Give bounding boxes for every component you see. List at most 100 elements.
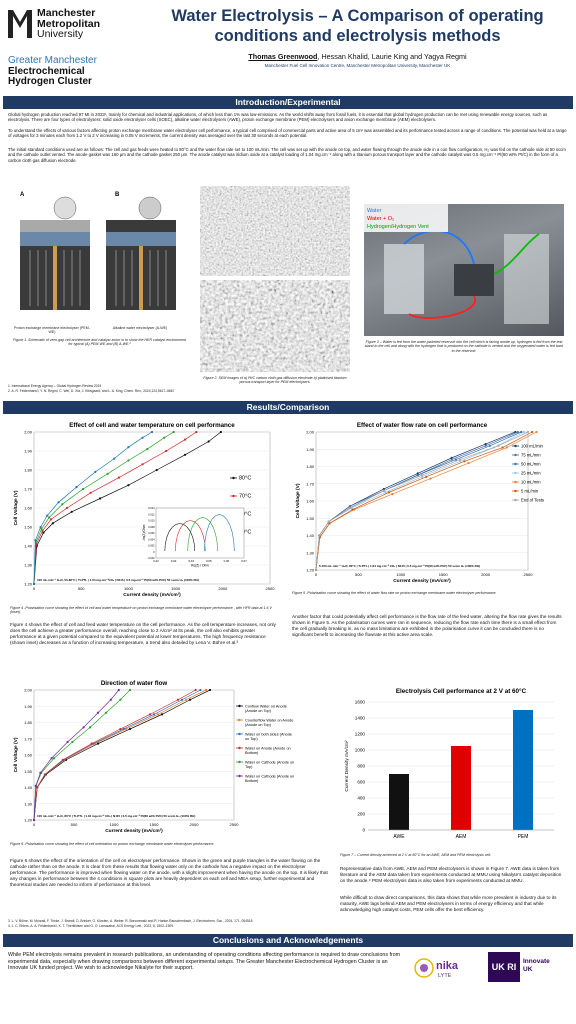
data-point <box>208 688 212 692</box>
inset-series-1 <box>175 520 206 552</box>
data-point <box>48 516 51 519</box>
y-tick-label: 2.00 <box>24 688 33 693</box>
innovate-uk-logo: Innovate UK <box>523 958 550 974</box>
data-point <box>382 489 385 492</box>
y-tick-label: 1.60 <box>24 753 33 758</box>
legend-marker <box>238 704 241 708</box>
data-point <box>146 448 149 451</box>
data-point <box>32 818 36 822</box>
data-point <box>82 726 85 729</box>
university-logo-mark <box>8 10 32 38</box>
legend-label: End of Tests <box>521 497 544 502</box>
inset-plot-area <box>155 507 245 559</box>
y-tick-label: 1.80 <box>24 468 33 473</box>
data-point <box>75 486 78 489</box>
x-tick-label: 1000 <box>110 822 120 827</box>
data-point <box>516 430 519 434</box>
figure-2-sem-images <box>200 186 350 372</box>
intro-reference-2: 2. A. R. Feidenhans'l, Y. N. Regmi, C. W… <box>8 389 175 393</box>
legend-label: Top) <box>245 765 253 769</box>
y-tick-label: 2.00 <box>24 430 33 435</box>
data-point <box>454 458 458 461</box>
data-point <box>81 487 85 491</box>
legend-marker <box>514 498 517 502</box>
data-point <box>119 727 122 731</box>
data-point <box>183 438 187 441</box>
legend-marker <box>514 480 517 484</box>
x-tick-label: 500 <box>71 822 78 827</box>
data-point <box>176 698 180 701</box>
data-point <box>219 430 223 434</box>
logo-line-2: Metropolitan <box>37 17 100 30</box>
x-tick-label: 0 <box>315 572 318 577</box>
nikalyte-logo: nika LYTE <box>414 952 472 984</box>
results-reference-3: 3. L. V. Bühre, M. Mourali, F. Trinke, J… <box>8 919 254 923</box>
figure-3-photo: Water Water + O₂ Hydrogen/Hydrogen Vent <box>364 204 564 336</box>
data-point <box>180 698 184 701</box>
data-point <box>195 430 198 434</box>
data-point <box>501 446 504 449</box>
chart-title: Electrolysis Cell performance at 2 V at … <box>396 687 527 695</box>
chart-temperature: Effect of cell and water temperature on … <box>13 422 275 598</box>
data-point <box>484 442 487 446</box>
presenting-author: Thomas Greenwood <box>248 52 318 61</box>
y-tick-label: 1.90 <box>306 447 315 452</box>
university-logo: Manchester Metropolitan University <box>8 6 138 64</box>
x-tick-label: 500 <box>78 586 85 591</box>
cluster-line-2: Electrochemical <box>8 65 85 77</box>
inset-x-label: Re(Z) / Ohm <box>191 564 209 568</box>
x-tick-label: 2500 <box>230 822 240 827</box>
data-point <box>497 444 500 447</box>
inset-y-tick: 0.002 <box>148 545 155 548</box>
y-tick-label: 1.30 <box>24 801 33 806</box>
chart-annotation: 100 mL.min⁻¹ H₂O, 50-80°C | Ti-PTL | 1.0… <box>37 578 199 582</box>
fig3-legend-hydrogen: Hydrogen/Hydrogen Vent <box>367 224 429 230</box>
legend-label: 100 mL/min <box>521 443 544 448</box>
y-tick-label: 2.00 <box>306 430 315 435</box>
data-point <box>66 740 69 744</box>
figure-5-caption: Figure 5 -Polarisation curve showing the… <box>292 591 497 595</box>
y-axis-label: Cell Voltage (V) <box>13 737 19 772</box>
data-point <box>522 430 525 434</box>
data-point <box>204 688 208 692</box>
data-point <box>194 688 197 692</box>
x-tick-label: PEM <box>518 834 529 840</box>
nika-logo-sub: LYTE <box>438 973 452 979</box>
chart-flow-direction: Direction of water flow 1.20 1.30 1.40 1.50 1… <box>13 680 294 834</box>
co-authors: , Hessan Khalid, Laurie King and Yagya R… <box>317 52 467 61</box>
data-point <box>463 460 466 463</box>
legend-label: (Anode on Top) <box>245 709 272 713</box>
data-point <box>61 503 64 506</box>
intro-paragraph-2: To understand the effects of various fac… <box>8 128 567 139</box>
x-axis-label: Current density (mA/cm²) <box>105 828 163 834</box>
data-point <box>183 453 187 456</box>
figure-2-caption: Figure 2. SEM images of a) Pt/C carbon c… <box>203 376 347 385</box>
figure-7-text-b: While difficult to draw direct compariso… <box>340 895 557 912</box>
fig1-subcaption-a: Proton exchange membrane electrolyser (P… <box>14 326 90 335</box>
fig1-label-a: A <box>20 192 25 198</box>
legend-marker <box>238 774 241 778</box>
data-point <box>459 458 462 461</box>
legend-marker <box>514 471 517 475</box>
figure-1-caption: Figure 1. Schematic of zero-gap cell arc… <box>13 338 186 347</box>
affiliation: Manchester Fuel Cell Innovation Centre, … <box>264 63 451 68</box>
data-point <box>420 474 424 477</box>
fig3-legend-water-o2: Water + O₂ <box>367 216 394 222</box>
data-point <box>141 463 144 466</box>
data-point <box>122 727 125 731</box>
x-tick-label: 1500 <box>439 572 449 577</box>
legend-label: 25 mL/min <box>521 470 541 475</box>
legend-marker <box>238 760 241 764</box>
legend-marker <box>238 746 241 750</box>
y-tick-label: 1.30 <box>24 563 33 568</box>
data-point <box>163 436 166 439</box>
data-point <box>152 713 156 716</box>
y-tick-label: 1.80 <box>24 720 33 725</box>
data-point <box>327 520 330 523</box>
data-point <box>117 688 120 692</box>
data-point <box>127 446 130 449</box>
y-tick-label: 1400 <box>355 716 366 721</box>
data-point <box>351 508 354 511</box>
inset-y-tick: 0 <box>153 551 155 554</box>
data-point <box>34 539 37 542</box>
